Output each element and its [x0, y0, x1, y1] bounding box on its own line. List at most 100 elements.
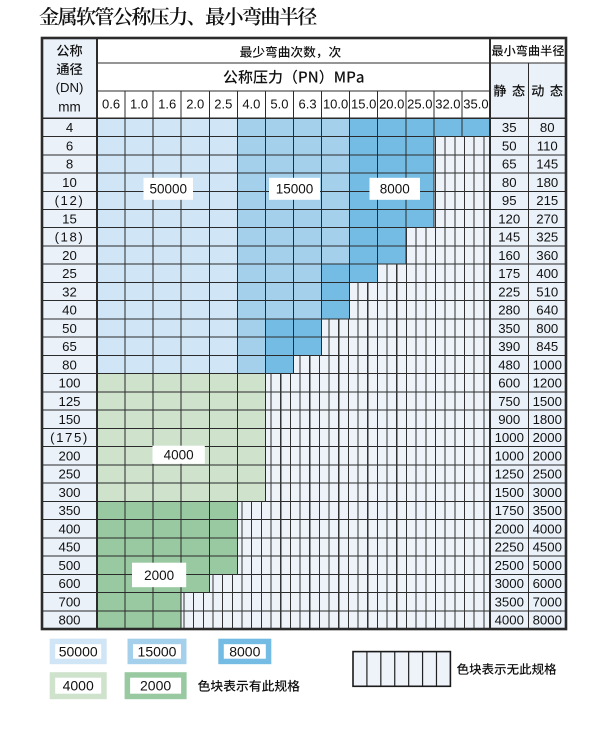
svg-text:2000: 2000 [144, 568, 174, 583]
svg-text:640: 640 [536, 303, 558, 318]
svg-text:450: 450 [58, 540, 80, 555]
svg-text:110: 110 [537, 138, 558, 153]
svg-text:360: 360 [536, 248, 558, 263]
svg-text:(DN): (DN) [56, 80, 84, 95]
svg-text:1500: 1500 [533, 394, 562, 409]
svg-text:2000: 2000 [533, 430, 562, 445]
svg-text:750: 750 [498, 394, 520, 409]
svg-text:15000: 15000 [276, 182, 314, 197]
svg-text:15.0: 15.0 [351, 96, 376, 111]
svg-text:10.0: 10.0 [323, 96, 348, 111]
svg-text:3500: 3500 [533, 503, 562, 518]
svg-text:50: 50 [62, 321, 77, 336]
svg-text:800: 800 [58, 613, 80, 628]
svg-text:400: 400 [536, 266, 558, 281]
svg-text:65: 65 [502, 157, 517, 172]
svg-text:4: 4 [66, 120, 73, 135]
svg-text:32.0: 32.0 [435, 96, 460, 111]
svg-text:4000: 4000 [495, 613, 524, 628]
svg-text:8000: 8000 [229, 643, 260, 659]
svg-text:80: 80 [540, 120, 555, 135]
svg-text:3500: 3500 [495, 594, 524, 609]
svg-text:80: 80 [62, 357, 77, 372]
svg-text:32: 32 [62, 284, 77, 299]
svg-text:250: 250 [58, 467, 80, 482]
svg-text:95: 95 [502, 193, 517, 208]
svg-text:(175): (175) [50, 430, 89, 445]
svg-text:120: 120 [498, 211, 520, 226]
svg-text:800: 800 [536, 321, 558, 336]
svg-text:1250: 1250 [495, 467, 524, 482]
svg-text:mm: mm [58, 99, 81, 114]
svg-text:5.0: 5.0 [270, 96, 288, 111]
svg-text:65: 65 [62, 339, 77, 354]
svg-text:145: 145 [536, 157, 558, 172]
svg-text:20: 20 [62, 248, 77, 263]
svg-text:1800: 1800 [533, 412, 562, 427]
svg-text:15: 15 [62, 211, 77, 226]
svg-text:35.0: 35.0 [463, 96, 488, 111]
svg-text:1200: 1200 [533, 376, 562, 391]
svg-text:35: 35 [502, 120, 517, 135]
svg-text:8000: 8000 [380, 182, 410, 197]
svg-text:325: 325 [536, 230, 558, 245]
svg-text:2500: 2500 [495, 558, 524, 573]
svg-text:300: 300 [58, 485, 80, 500]
svg-text:225: 225 [498, 284, 520, 299]
svg-text:1000: 1000 [533, 357, 562, 372]
svg-text:350: 350 [58, 503, 80, 518]
svg-text:25: 25 [62, 266, 77, 281]
svg-text:2.5: 2.5 [214, 96, 232, 111]
svg-text:4500: 4500 [533, 540, 562, 555]
svg-text:5000: 5000 [533, 558, 562, 573]
svg-text:200: 200 [58, 448, 80, 463]
svg-text:8000: 8000 [533, 613, 562, 628]
svg-text:50000: 50000 [149, 182, 187, 197]
svg-text:50: 50 [502, 138, 517, 153]
svg-text:600: 600 [498, 376, 520, 391]
svg-text:3000: 3000 [533, 485, 562, 500]
svg-text:175: 175 [498, 266, 520, 281]
svg-text:8: 8 [66, 157, 73, 172]
svg-text:390: 390 [498, 339, 520, 354]
svg-text:2500: 2500 [533, 467, 562, 482]
svg-text:480: 480 [498, 357, 520, 372]
svg-text:145: 145 [498, 230, 520, 245]
svg-text:4000: 4000 [63, 678, 94, 694]
svg-text:1.0: 1.0 [130, 96, 148, 111]
svg-text:150: 150 [58, 412, 80, 427]
svg-text:6000: 6000 [533, 576, 562, 591]
svg-text:2000: 2000 [533, 448, 562, 463]
svg-text:1.6: 1.6 [158, 96, 176, 111]
svg-text:(18): (18) [55, 230, 85, 245]
svg-text:4000: 4000 [533, 521, 562, 536]
svg-text:600: 600 [58, 576, 80, 591]
svg-text:(12): (12) [55, 193, 85, 208]
svg-text:1500: 1500 [495, 485, 524, 500]
svg-text:80: 80 [502, 175, 517, 190]
svg-text:280: 280 [498, 303, 520, 318]
svg-text:900: 900 [498, 412, 520, 427]
svg-text:0.6: 0.6 [102, 96, 120, 111]
svg-text:2250: 2250 [495, 540, 524, 555]
svg-text:1750: 1750 [495, 503, 524, 518]
svg-text:6: 6 [66, 138, 73, 153]
svg-text:215: 215 [536, 193, 558, 208]
svg-text:4000: 4000 [164, 448, 194, 463]
svg-text:25.0: 25.0 [407, 96, 432, 111]
svg-text:160: 160 [498, 248, 520, 263]
svg-text:125: 125 [58, 394, 80, 409]
svg-text:50000: 50000 [59, 643, 98, 659]
svg-text:350: 350 [498, 321, 520, 336]
svg-text:500: 500 [58, 558, 80, 573]
svg-text:4.0: 4.0 [242, 96, 260, 111]
svg-text:700: 700 [58, 594, 80, 609]
svg-text:7000: 7000 [533, 594, 562, 609]
svg-text:180: 180 [536, 175, 558, 190]
svg-text:1000: 1000 [495, 430, 524, 445]
svg-text:400: 400 [58, 521, 80, 536]
svg-text:2000: 2000 [495, 521, 524, 536]
svg-text:510: 510 [536, 284, 558, 299]
svg-text:2000: 2000 [140, 678, 171, 694]
svg-text:40: 40 [62, 303, 77, 318]
